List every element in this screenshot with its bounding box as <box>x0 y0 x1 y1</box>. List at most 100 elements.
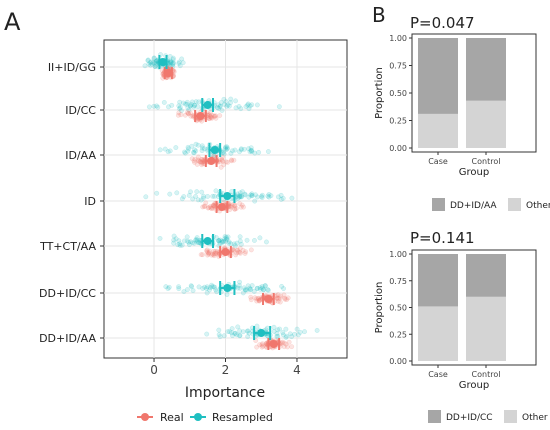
resampled-point <box>217 103 223 109</box>
resampled-point <box>246 146 251 152</box>
chart-title: P=0.141 <box>410 229 475 247</box>
x-tick-label: 4 <box>293 363 301 377</box>
resampled-point <box>276 104 282 110</box>
real-point <box>208 205 214 211</box>
resampled-point <box>212 284 218 290</box>
resampled-point <box>195 104 201 110</box>
y-tick-label: 0.75 <box>389 277 407 286</box>
real-point <box>218 164 224 170</box>
resampled-point <box>216 238 222 243</box>
y-tick-label: 0.25 <box>389 117 407 126</box>
resampled-point <box>245 328 251 334</box>
resampled-point <box>191 104 197 110</box>
real-point <box>223 159 229 165</box>
resampled-point <box>162 146 168 152</box>
resampled-point <box>142 63 148 69</box>
resampled-point <box>217 104 223 110</box>
real-point <box>206 250 212 256</box>
resampled-point <box>153 62 159 68</box>
real-point <box>195 154 201 160</box>
real-point <box>207 114 213 120</box>
real-point <box>254 344 260 350</box>
resampled-point <box>187 103 193 109</box>
resampled-point <box>176 61 182 66</box>
real-point <box>254 298 260 304</box>
resampled-point <box>224 236 229 242</box>
resampled-point <box>254 102 260 108</box>
resampled-point <box>294 326 300 332</box>
real-point <box>259 344 265 350</box>
real-point <box>209 206 215 211</box>
real-point <box>278 293 284 299</box>
resampled-point <box>257 286 263 292</box>
real-point <box>220 158 226 164</box>
resampled-point <box>192 147 198 153</box>
resampled-point <box>199 143 205 149</box>
resampled-point <box>152 64 158 69</box>
legend-swatch-other <box>508 198 521 211</box>
resampled-mean-point <box>158 58 167 66</box>
category-label: ID/AA <box>65 149 96 162</box>
resampled-point <box>249 193 255 199</box>
x-tick-label: Control <box>472 370 501 379</box>
resampled-point <box>194 237 200 243</box>
real-point <box>235 249 241 255</box>
resampled-point <box>221 101 227 107</box>
resampled-point <box>222 146 228 151</box>
real-point <box>231 157 237 163</box>
resampled-point <box>254 323 260 329</box>
resampled-point <box>244 287 250 293</box>
x-tick-label: 2 <box>222 363 230 377</box>
resampled-point <box>249 191 255 197</box>
real-point <box>208 110 213 116</box>
resampled-point <box>260 287 266 293</box>
resampled-point <box>223 238 229 244</box>
y-tick-label: 0.00 <box>389 357 407 366</box>
resampled-point <box>252 198 258 204</box>
resampled-point <box>292 331 297 337</box>
resampled-point <box>234 240 240 246</box>
resampled-point <box>278 196 284 202</box>
resampled-point <box>189 143 195 149</box>
resampled-point <box>244 237 250 243</box>
resampled-point <box>213 188 219 194</box>
resampled-point <box>251 288 257 294</box>
resampled-point <box>223 99 229 105</box>
real-point <box>256 298 262 303</box>
real-point <box>286 339 292 345</box>
resampled-point <box>190 240 196 246</box>
real-point <box>274 295 280 301</box>
resampled-point <box>196 284 202 290</box>
real-point <box>259 342 265 348</box>
legend-label-other: Other <box>522 413 548 423</box>
resampled-point <box>204 290 210 296</box>
resampled-point <box>193 237 199 243</box>
resampled-point <box>217 334 223 340</box>
resampled-point <box>241 146 247 152</box>
resampled-point <box>246 330 252 336</box>
resampled-point <box>259 285 265 291</box>
resampled-point <box>193 193 199 199</box>
resampled-point <box>166 284 172 290</box>
resampled-point <box>248 286 254 292</box>
resampled-point <box>235 324 241 330</box>
resampled-point <box>213 287 219 293</box>
resampled-point <box>271 328 277 334</box>
resampled-point <box>151 55 157 61</box>
resampled-point <box>234 332 240 338</box>
real-point <box>230 201 236 207</box>
resampled-mean-point <box>203 101 212 109</box>
panel-b-label: B <box>372 3 386 27</box>
resampled-point <box>167 191 173 197</box>
resampled-point <box>184 234 190 240</box>
real-point <box>213 113 219 119</box>
resampled-point <box>239 189 245 195</box>
resampled-point <box>237 193 243 199</box>
real-point <box>240 247 246 253</box>
real-point <box>207 203 213 209</box>
real-point <box>282 295 288 301</box>
resampled-point <box>186 242 192 248</box>
real-point <box>220 154 226 160</box>
resampled-point <box>177 104 183 110</box>
resampled-point <box>186 146 192 152</box>
